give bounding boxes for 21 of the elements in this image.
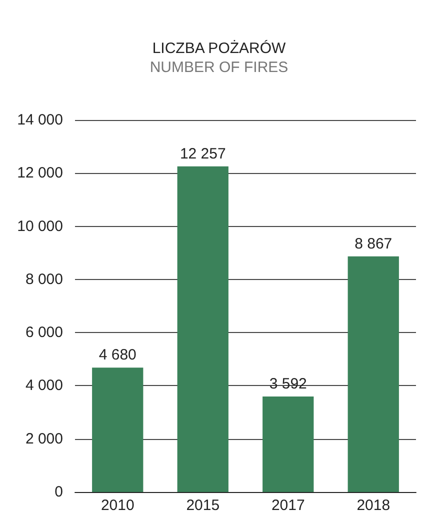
x-tick-label: 2017 [271,497,305,514]
bar [92,368,144,492]
data-label: 8 867 [354,235,392,252]
y-tick-label: 10 000 [17,218,63,235]
data-label: 12 257 [180,145,226,162]
x-tick-label: 2018 [356,497,390,514]
y-tick-label: 4 000 [25,377,63,394]
y-tick-label: 14 000 [17,112,63,128]
y-tick-label: 12 000 [17,164,63,182]
y-tick-label: 8 000 [25,270,63,288]
data-label: 4 680 [98,346,136,364]
bar [177,166,228,492]
bar [262,396,314,492]
y-tick-label: 0 [54,484,63,500]
bar [348,256,399,492]
chart-subtitle: NUMBER OF FIRES [150,59,288,76]
y-tick-label: 6 000 [25,324,63,342]
x-tick-label: 2015 [186,497,220,514]
chart-title: LICZBA POŻARÓW [152,39,287,57]
y-tick-label: 2 000 [25,430,63,448]
x-tick-label: 2010 [100,497,134,514]
